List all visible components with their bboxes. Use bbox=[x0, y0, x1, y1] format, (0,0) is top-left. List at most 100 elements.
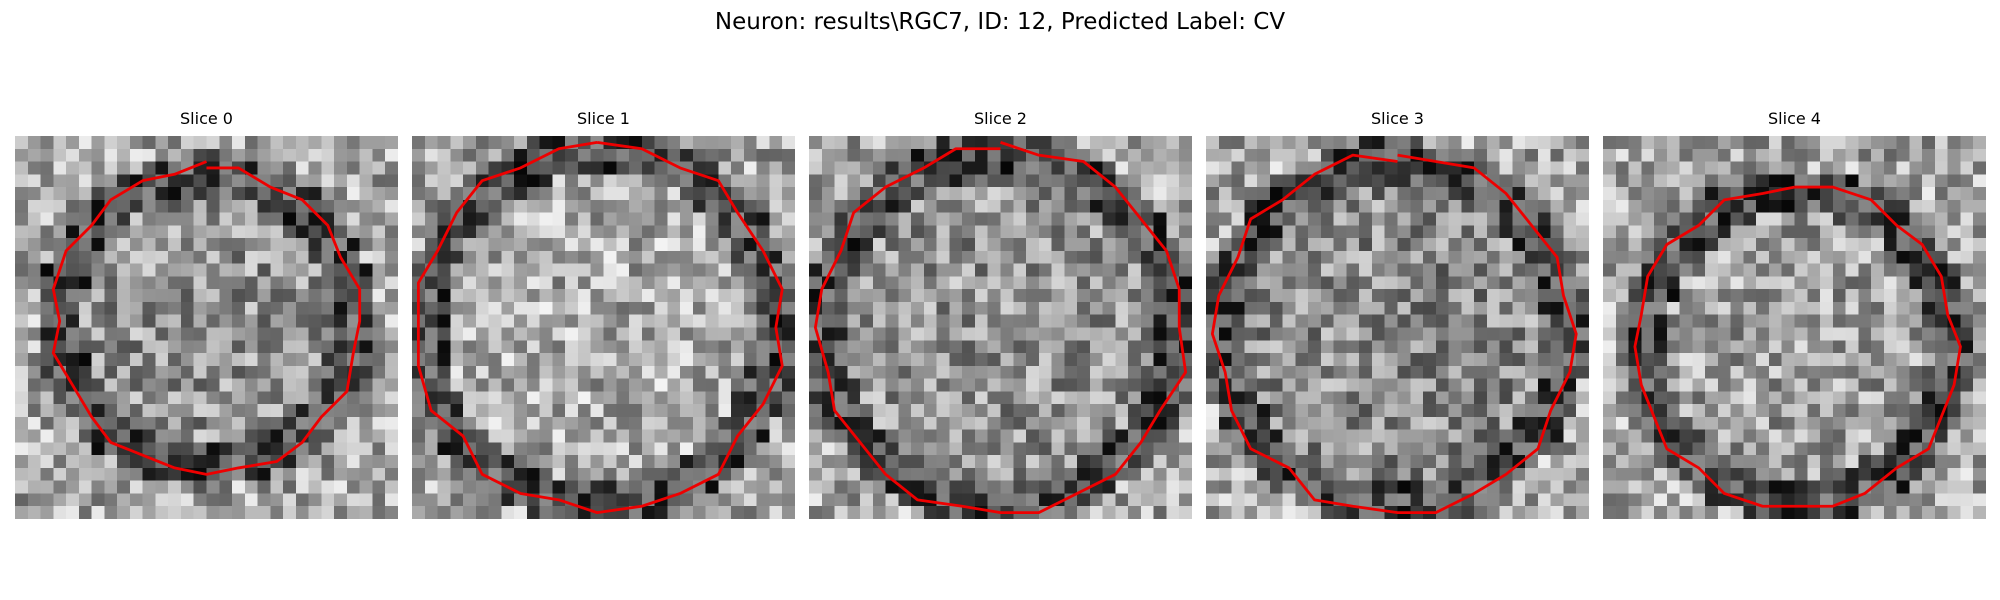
pixel bbox=[1102, 378, 1116, 392]
pixel bbox=[412, 187, 426, 201]
pixel bbox=[501, 442, 515, 456]
pixel bbox=[705, 238, 719, 252]
pixel bbox=[821, 212, 835, 226]
pixel bbox=[1730, 467, 1744, 482]
pixel bbox=[40, 442, 54, 456]
pixel bbox=[308, 174, 322, 188]
pixel bbox=[1960, 250, 1974, 265]
pixel bbox=[385, 289, 398, 303]
pixel bbox=[1384, 340, 1398, 354]
pixel bbox=[257, 225, 271, 239]
pixel bbox=[1397, 365, 1411, 379]
pixel bbox=[782, 480, 795, 494]
pixel bbox=[501, 187, 515, 201]
pixel bbox=[1295, 378, 1309, 392]
pixel bbox=[1845, 174, 1859, 188]
pixel bbox=[1206, 416, 1220, 431]
pixel bbox=[15, 238, 29, 252]
pixel bbox=[1922, 161, 1936, 175]
pixel bbox=[1218, 455, 1232, 469]
pixel bbox=[1960, 263, 1974, 277]
pixel bbox=[1013, 442, 1027, 456]
pixel bbox=[450, 493, 464, 507]
pixel bbox=[1295, 391, 1309, 405]
pixel bbox=[488, 404, 502, 418]
pixel bbox=[1794, 467, 1808, 482]
pixel bbox=[1089, 250, 1104, 265]
pixel bbox=[1077, 429, 1091, 443]
pixel bbox=[898, 327, 912, 341]
pixel bbox=[641, 391, 655, 405]
pixel bbox=[1269, 353, 1283, 367]
pixel bbox=[359, 327, 373, 341]
pixel bbox=[1244, 289, 1258, 303]
pixel bbox=[66, 301, 80, 316]
pixel bbox=[1077, 174, 1091, 188]
pixel bbox=[680, 263, 694, 277]
pixel bbox=[860, 416, 874, 431]
pixel bbox=[1794, 442, 1808, 456]
pixel bbox=[450, 327, 464, 341]
pixel bbox=[1397, 174, 1411, 188]
pixel bbox=[1871, 327, 1885, 341]
pixel bbox=[552, 378, 566, 392]
pixel bbox=[1346, 289, 1360, 303]
pixel bbox=[142, 276, 156, 290]
pixel bbox=[40, 493, 54, 507]
pixel bbox=[1077, 506, 1091, 519]
pixel bbox=[1461, 174, 1475, 188]
pixel bbox=[308, 378, 322, 392]
pixel bbox=[1666, 340, 1680, 354]
pixel bbox=[1051, 455, 1065, 469]
pixel bbox=[53, 480, 67, 494]
pixel bbox=[1563, 212, 1577, 226]
pixel bbox=[180, 199, 195, 213]
pixel bbox=[1474, 340, 1488, 354]
pixel bbox=[346, 301, 361, 316]
pixel bbox=[629, 404, 643, 418]
pixel bbox=[743, 340, 758, 354]
pixel bbox=[193, 455, 207, 469]
slice-title-1: Slice 1 bbox=[577, 109, 630, 128]
pixel bbox=[1768, 353, 1783, 367]
pixel bbox=[1231, 314, 1245, 328]
pixel bbox=[756, 353, 770, 367]
cell-contour bbox=[51, 160, 362, 476]
pixel bbox=[168, 467, 182, 482]
pixel bbox=[872, 225, 886, 239]
pixel bbox=[1499, 404, 1513, 418]
pixel bbox=[257, 378, 271, 392]
pixel bbox=[987, 250, 1001, 265]
pixel bbox=[1820, 289, 1834, 303]
pixel bbox=[821, 225, 835, 239]
pixel bbox=[488, 225, 502, 239]
pixel bbox=[1102, 289, 1116, 303]
pixel bbox=[987, 404, 1001, 418]
pixel bbox=[372, 493, 386, 507]
pixel bbox=[1743, 327, 1757, 341]
pixel bbox=[437, 174, 451, 188]
pixel bbox=[1026, 174, 1040, 188]
pixel bbox=[565, 161, 579, 175]
pixel bbox=[1371, 238, 1386, 252]
pixel bbox=[1628, 289, 1642, 303]
pixel bbox=[769, 148, 783, 162]
pixel bbox=[1384, 365, 1398, 379]
pixel bbox=[847, 442, 861, 456]
pixel bbox=[437, 391, 451, 405]
pixel bbox=[1717, 199, 1732, 213]
pixel bbox=[1474, 378, 1488, 392]
slice-image-3 bbox=[1206, 136, 1589, 519]
pixel bbox=[847, 378, 861, 392]
pixel bbox=[1013, 289, 1027, 303]
pixel bbox=[1743, 442, 1757, 456]
pixel bbox=[1512, 148, 1526, 162]
pixel bbox=[1486, 493, 1501, 507]
pixel bbox=[782, 442, 795, 456]
pixel bbox=[1934, 429, 1949, 443]
pixel bbox=[1038, 365, 1052, 379]
pixel bbox=[1654, 136, 1668, 150]
pixel bbox=[1295, 238, 1309, 252]
pixel bbox=[1845, 429, 1859, 443]
pixel bbox=[219, 404, 233, 418]
